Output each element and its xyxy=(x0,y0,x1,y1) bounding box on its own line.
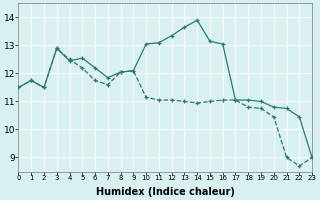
X-axis label: Humidex (Indice chaleur): Humidex (Indice chaleur) xyxy=(96,187,235,197)
